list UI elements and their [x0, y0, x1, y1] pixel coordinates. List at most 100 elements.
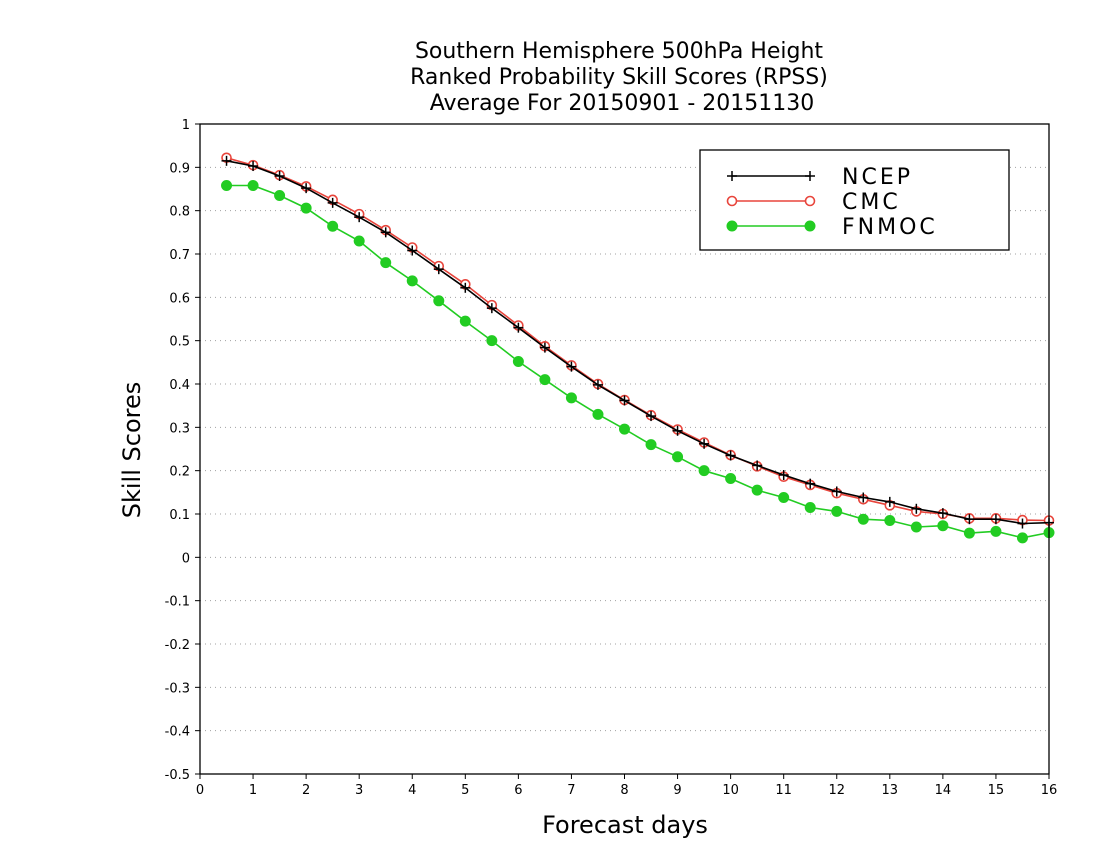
data-point-ncep — [460, 282, 471, 293]
y-tick-label: -0.1 — [165, 595, 190, 610]
data-point-ncep — [274, 171, 285, 181]
legend-marker-cmc — [804, 195, 816, 207]
data-point-fnmoc — [433, 295, 445, 307]
legend-marker-ncep — [805, 171, 815, 181]
x-tick-label: 0 — [196, 783, 204, 798]
data-point-fnmoc — [857, 513, 869, 525]
y-tick-label: 0.1 — [169, 508, 190, 523]
x-tick-label: 5 — [461, 783, 469, 798]
data-point-ncep — [433, 264, 444, 275]
data-point-ncep — [699, 438, 710, 449]
data-series — [221, 152, 1055, 544]
legend-label-cmc: CMC — [842, 190, 901, 215]
data-point-ncep — [964, 514, 975, 525]
data-point-ncep — [513, 322, 524, 333]
legend-entry-ncep: NCEP — [727, 165, 913, 190]
y-axis-label: Skill Scores — [118, 382, 146, 519]
data-point-ncep — [831, 486, 842, 497]
series-line-ncep — [226, 160, 1050, 525]
legend-label-fnmoc: FNMOC — [842, 215, 938, 240]
x-tick-label: 7 — [567, 783, 575, 798]
data-point-ncep — [1017, 518, 1028, 529]
data-point-fnmoc — [274, 190, 286, 201]
data-point-fnmoc — [565, 392, 577, 404]
data-point-ncep — [752, 460, 763, 471]
y-tick-label: 0.8 — [169, 205, 190, 220]
x-tick-label: 10 — [722, 783, 739, 798]
x-tick-label: 2 — [302, 783, 310, 798]
data-point-ncep — [592, 379, 603, 390]
data-point-fnmoc — [221, 180, 233, 192]
data-point-ncep — [778, 470, 789, 480]
y-tick-label: 1 — [182, 118, 190, 133]
legend-marker-fnmoc — [804, 220, 816, 232]
data-point-ncep — [725, 450, 736, 461]
data-point-fnmoc — [804, 502, 816, 513]
data-point-ncep — [646, 411, 657, 422]
y-tick-label: 0.7 — [169, 248, 190, 263]
data-point-ncep — [619, 395, 630, 406]
data-point-ncep — [486, 303, 497, 314]
chart-title-line-3: Average For 20150901 - 20151130 — [430, 91, 815, 116]
y-tick-label: -0.5 — [165, 768, 190, 783]
data-point-fnmoc — [539, 374, 551, 386]
data-point-fnmoc — [831, 505, 843, 517]
data-point-ncep — [354, 212, 365, 223]
y-tick-label: 0.3 — [169, 421, 190, 436]
x-tick-label: 13 — [882, 783, 899, 798]
data-point-fnmoc — [486, 335, 498, 347]
x-tick-label: 6 — [514, 783, 522, 798]
data-point-fnmoc — [990, 525, 1002, 537]
y-tick-label: -0.4 — [165, 725, 190, 740]
x-tick-label: 9 — [673, 783, 681, 798]
data-point-fnmoc — [380, 257, 392, 269]
data-point-ncep — [539, 342, 550, 353]
x-tick-label: 1 — [249, 783, 257, 798]
data-point-ncep — [380, 227, 391, 238]
data-point-fnmoc — [247, 180, 259, 192]
y-tick-label: 0.2 — [169, 465, 190, 480]
data-point-fnmoc — [963, 527, 975, 539]
data-point-ncep — [327, 197, 338, 208]
data-point-ncep — [805, 478, 816, 489]
y-tick-label: 0.6 — [169, 291, 190, 306]
data-point-fnmoc — [884, 515, 896, 526]
data-point-fnmoc — [512, 355, 524, 367]
data-point-fnmoc — [645, 439, 657, 451]
x-axis-label: Forecast days — [542, 811, 708, 839]
data-point-fnmoc — [698, 465, 710, 477]
legend-marker-fnmoc — [726, 220, 738, 232]
data-point-ncep — [301, 183, 312, 194]
legend-label-ncep: NCEP — [842, 165, 913, 190]
data-point-fnmoc — [459, 315, 471, 327]
data-point-ncep — [937, 508, 948, 519]
axis-ticks: 1 0.9 0.8 0.7 0.6 0.5 0.4 0.3 0.2 0.1 0 -0.1 -0.2 -0.… — [165, 118, 1058, 798]
legend-box — [699, 149, 1010, 251]
data-point-ncep — [248, 161, 259, 172]
y-tick-label: 0.5 — [169, 335, 190, 350]
data-point-fnmoc — [1016, 532, 1028, 544]
legend-entry-cmc: CMC — [726, 190, 901, 215]
data-point-fnmoc — [910, 521, 922, 533]
data-point-fnmoc — [327, 220, 339, 232]
x-tick-label: 12 — [828, 783, 845, 798]
chart-title-line-1: Southern Hemisphere 500hPa Height — [415, 39, 823, 64]
grid-lines — [200, 166, 1049, 732]
x-tick-label: 16 — [1041, 783, 1058, 798]
data-point-ncep — [858, 492, 869, 503]
data-point-ncep — [990, 514, 1001, 525]
data-point-fnmoc — [672, 451, 684, 463]
data-point-ncep — [911, 503, 922, 514]
y-tick-label: 0 — [182, 551, 190, 566]
x-tick-label: 14 — [935, 783, 952, 798]
chart-title-line-2: Ranked Probability Skill Scores (RPSS) — [410, 65, 828, 90]
x-tick-label: 4 — [408, 783, 416, 798]
data-point-ncep — [407, 245, 418, 256]
data-point-ncep — [672, 425, 683, 436]
data-point-ncep — [884, 496, 895, 507]
series-ncep — [221, 155, 1054, 529]
data-point-fnmoc — [353, 235, 365, 247]
